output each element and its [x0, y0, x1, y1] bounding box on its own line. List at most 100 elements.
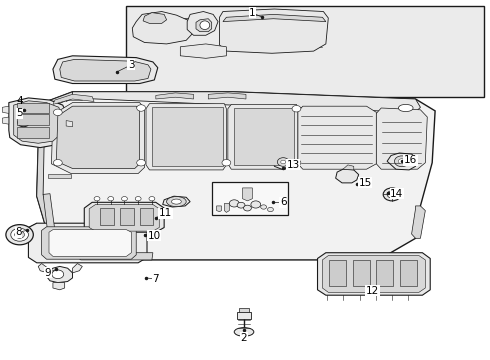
Polygon shape	[60, 59, 151, 81]
Polygon shape	[56, 106, 140, 168]
Polygon shape	[53, 283, 65, 290]
Text: 1: 1	[249, 8, 256, 18]
Polygon shape	[66, 121, 73, 127]
Polygon shape	[38, 92, 73, 147]
Polygon shape	[42, 227, 136, 259]
Ellipse shape	[122, 197, 127, 201]
Ellipse shape	[251, 201, 261, 208]
Polygon shape	[412, 206, 425, 238]
Ellipse shape	[200, 21, 210, 30]
Polygon shape	[228, 104, 298, 169]
Bar	[400, 260, 417, 286]
Polygon shape	[180, 44, 226, 58]
Text: 9: 9	[45, 268, 51, 278]
Ellipse shape	[237, 202, 245, 208]
Polygon shape	[376, 108, 427, 169]
Bar	[329, 260, 346, 286]
Ellipse shape	[15, 231, 24, 238]
Ellipse shape	[108, 197, 114, 201]
Text: 6: 6	[280, 197, 287, 207]
Bar	[152, 107, 223, 166]
Bar	[237, 312, 251, 319]
Polygon shape	[220, 9, 328, 53]
Polygon shape	[2, 106, 9, 113]
Ellipse shape	[277, 158, 289, 166]
Polygon shape	[43, 194, 153, 260]
Text: 11: 11	[159, 208, 172, 218]
Polygon shape	[51, 103, 145, 174]
Polygon shape	[224, 203, 229, 212]
Polygon shape	[343, 165, 354, 170]
Bar	[239, 308, 249, 312]
Ellipse shape	[52, 270, 64, 279]
Text: 3: 3	[128, 60, 135, 70]
Polygon shape	[163, 196, 190, 207]
Ellipse shape	[292, 105, 301, 112]
Ellipse shape	[281, 160, 286, 164]
Polygon shape	[387, 153, 417, 170]
Polygon shape	[37, 92, 435, 260]
Ellipse shape	[53, 159, 62, 166]
Polygon shape	[2, 117, 9, 124]
Ellipse shape	[53, 109, 62, 116]
Polygon shape	[322, 256, 425, 292]
Bar	[17, 127, 49, 138]
Ellipse shape	[137, 159, 146, 166]
Polygon shape	[38, 264, 48, 273]
Text: 12: 12	[366, 286, 379, 296]
Text: 15: 15	[358, 178, 372, 188]
Ellipse shape	[261, 205, 267, 209]
Polygon shape	[37, 144, 86, 260]
Polygon shape	[49, 230, 131, 256]
Text: 4: 4	[16, 96, 23, 106]
Text: 2: 2	[241, 333, 247, 343]
Ellipse shape	[398, 104, 413, 112]
Bar	[234, 108, 294, 165]
Text: 8: 8	[15, 227, 22, 237]
Polygon shape	[53, 94, 94, 104]
Ellipse shape	[292, 159, 301, 166]
Polygon shape	[28, 223, 147, 263]
Polygon shape	[223, 14, 326, 22]
Bar	[126, 6, 484, 97]
Text: 13: 13	[286, 160, 300, 170]
Ellipse shape	[383, 188, 401, 201]
Bar	[353, 260, 370, 286]
Bar	[17, 103, 49, 113]
Polygon shape	[89, 204, 159, 231]
Polygon shape	[208, 93, 246, 99]
Ellipse shape	[234, 328, 254, 336]
Polygon shape	[66, 92, 420, 112]
Polygon shape	[73, 264, 82, 273]
Ellipse shape	[172, 199, 181, 204]
Polygon shape	[156, 93, 194, 99]
Bar	[140, 208, 153, 225]
Text: 14: 14	[390, 189, 404, 199]
Polygon shape	[336, 169, 359, 183]
Polygon shape	[273, 156, 294, 169]
Polygon shape	[196, 19, 212, 32]
Ellipse shape	[398, 159, 405, 164]
Bar	[212, 182, 288, 215]
Ellipse shape	[244, 205, 251, 211]
Ellipse shape	[137, 105, 146, 111]
Polygon shape	[132, 12, 194, 44]
Text: 10: 10	[148, 231, 161, 241]
Ellipse shape	[167, 197, 186, 207]
Ellipse shape	[94, 197, 100, 201]
Ellipse shape	[149, 197, 155, 201]
Ellipse shape	[11, 228, 28, 241]
Polygon shape	[187, 12, 218, 35]
Bar	[376, 260, 393, 286]
Ellipse shape	[229, 200, 239, 207]
Polygon shape	[48, 174, 71, 178]
Text: 7: 7	[152, 274, 159, 284]
Bar	[17, 114, 49, 125]
Polygon shape	[298, 106, 376, 169]
Polygon shape	[243, 188, 252, 201]
Bar	[100, 208, 114, 225]
Bar	[120, 208, 134, 225]
Ellipse shape	[18, 118, 29, 127]
Polygon shape	[84, 202, 164, 232]
Polygon shape	[217, 206, 221, 212]
